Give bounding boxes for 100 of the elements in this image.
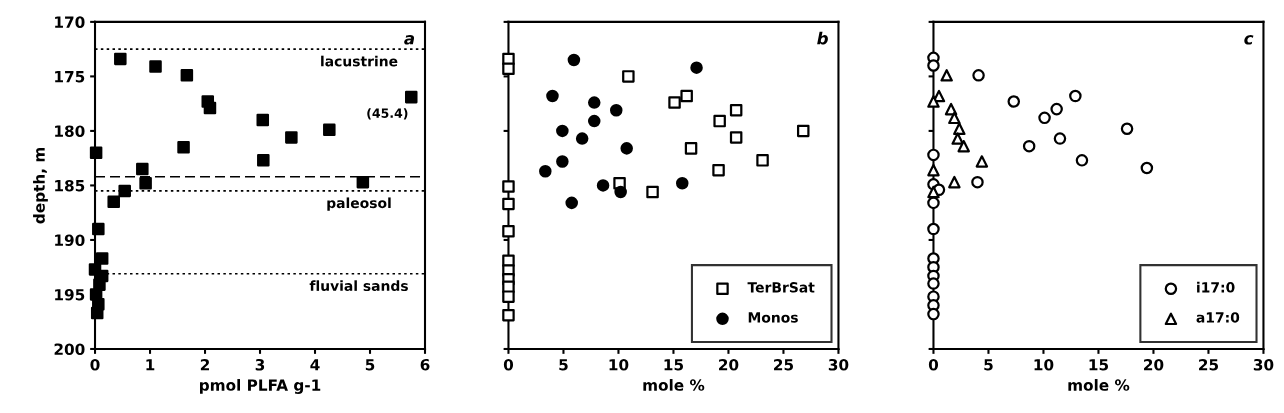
point <box>610 103 623 117</box>
legend-label: TerBrSat <box>747 282 815 293</box>
point <box>95 252 109 265</box>
x-tick-label: 30 <box>1253 358 1274 371</box>
x-axis-title: pmol PLFA g-1 <box>200 379 321 394</box>
point <box>1050 102 1063 116</box>
ref-line-label: paleosol <box>327 197 391 211</box>
point <box>729 131 743 144</box>
text: a <box>404 35 415 45</box>
point <box>114 52 127 66</box>
x-tick-label: 5 <box>559 359 568 371</box>
point <box>502 308 515 322</box>
point <box>622 70 635 83</box>
y-tick-label: 195 <box>55 288 85 301</box>
point <box>1075 154 1089 167</box>
point <box>614 185 627 199</box>
point <box>285 131 298 144</box>
point <box>1140 161 1154 175</box>
x-tick-label: 3 <box>255 358 265 371</box>
x-tick-label: 20 <box>719 358 739 371</box>
point <box>149 60 162 73</box>
point <box>953 122 966 135</box>
x-tick-label: 1 <box>146 359 155 371</box>
point <box>948 175 961 189</box>
point <box>539 165 552 178</box>
x-tick-label: 15 <box>664 359 684 371</box>
point <box>729 103 743 117</box>
x-tick-label: 25 <box>774 358 794 371</box>
point <box>502 197 515 211</box>
point <box>588 114 601 128</box>
point <box>1120 122 1134 135</box>
point <box>680 89 693 103</box>
x-tick-label: 10 <box>609 358 629 371</box>
point <box>948 111 961 125</box>
point <box>646 185 659 199</box>
point <box>90 306 104 320</box>
point <box>927 307 940 321</box>
x-tick-label: 5 <box>365 359 375 371</box>
x-tick-label: 6 <box>420 358 430 371</box>
x-tick-label: 10 <box>1034 358 1054 371</box>
y-tick-label: 200 <box>54 343 85 356</box>
point <box>713 114 726 128</box>
point <box>567 53 581 67</box>
point <box>502 180 515 193</box>
x-tick-label: 0 <box>90 358 100 371</box>
point <box>107 195 120 209</box>
point <box>756 154 769 167</box>
text: c <box>1244 35 1254 45</box>
x-tick-label: 4 <box>310 359 320 371</box>
point <box>502 290 515 303</box>
ref-line-label: fluvial sands <box>309 280 408 292</box>
point <box>565 196 578 210</box>
x-tick-label: 0 <box>503 358 514 371</box>
point <box>118 184 131 198</box>
point <box>136 162 149 176</box>
point <box>1022 139 1036 153</box>
point <box>927 185 940 199</box>
x-tick-label: 5 <box>984 359 993 371</box>
point <box>356 175 370 189</box>
point <box>620 142 633 155</box>
point <box>89 146 103 159</box>
point <box>796 124 810 138</box>
point <box>975 155 989 168</box>
point <box>257 154 270 167</box>
point <box>546 89 559 103</box>
point <box>502 62 515 76</box>
point <box>139 177 152 190</box>
point <box>927 277 940 290</box>
point <box>575 132 589 145</box>
point <box>180 69 194 82</box>
point <box>927 148 940 162</box>
y-tick-label: 175 <box>55 71 85 83</box>
y-tick-label: 190 <box>55 234 85 246</box>
point <box>690 61 703 74</box>
y-axis-title: depth, m <box>33 147 48 224</box>
point <box>951 132 964 145</box>
point <box>556 155 569 168</box>
point <box>940 69 953 82</box>
x-tick-label: 0 <box>928 358 939 371</box>
x-tick-label: 15 <box>1089 359 1109 371</box>
point <box>323 123 336 137</box>
point <box>502 224 515 238</box>
point <box>927 196 940 210</box>
point <box>684 142 698 155</box>
point <box>1038 111 1051 125</box>
point <box>957 139 970 153</box>
point <box>203 101 217 115</box>
point <box>971 175 984 189</box>
point <box>556 124 569 138</box>
y-tick-label: 170 <box>55 16 85 28</box>
point <box>927 59 940 72</box>
x-tick-label: 20 <box>1144 358 1164 371</box>
point <box>712 163 725 177</box>
point <box>1069 89 1082 103</box>
x-axis-title: mole % <box>1068 379 1130 391</box>
point <box>256 113 270 127</box>
point <box>927 95 940 108</box>
x-tick-label: 30 <box>828 358 849 371</box>
point <box>676 177 689 190</box>
chart-title: b <box>817 31 828 45</box>
